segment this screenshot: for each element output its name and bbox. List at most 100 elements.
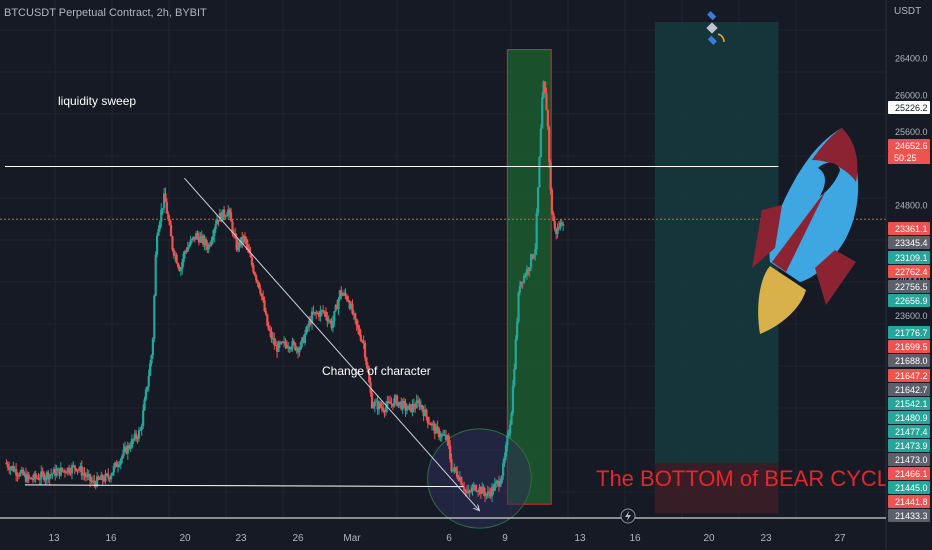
candle xyxy=(132,438,135,444)
candle-body xyxy=(245,238,248,245)
candle xyxy=(358,324,361,337)
candle xyxy=(488,487,491,499)
candle xyxy=(349,301,353,310)
candle xyxy=(440,432,443,442)
candle-body xyxy=(347,299,350,302)
candle xyxy=(474,484,477,492)
candle-body xyxy=(313,312,316,314)
lightning-icon[interactable] xyxy=(620,508,636,524)
candle-body xyxy=(40,471,43,479)
candle-body xyxy=(467,490,470,493)
bottom-of-bear-cycle-label: The BOTTOM of BEAR CYCLE xyxy=(596,466,904,491)
candle xyxy=(68,464,71,476)
candle xyxy=(183,249,187,259)
candle xyxy=(209,241,212,248)
candle xyxy=(130,434,134,450)
candle-body xyxy=(216,219,219,225)
candle-body xyxy=(277,342,280,352)
candle-body xyxy=(196,233,199,237)
candle xyxy=(9,465,12,476)
candle-body xyxy=(390,403,393,405)
candle-body xyxy=(236,241,240,250)
candle xyxy=(197,231,201,246)
y-tick-label: 23600.0 xyxy=(895,311,928,321)
candle xyxy=(274,338,277,346)
x-tick-label: 23 xyxy=(235,533,247,544)
candle xyxy=(111,472,114,476)
candle-body xyxy=(87,474,90,476)
candle xyxy=(35,474,39,480)
diagonal-trendline xyxy=(184,177,479,511)
candle-body xyxy=(310,311,314,324)
price-label: 21477.4 xyxy=(888,425,930,438)
candle-body xyxy=(416,400,420,402)
candle xyxy=(436,420,439,434)
candle-body xyxy=(142,410,145,427)
candle xyxy=(486,485,489,499)
candle-body xyxy=(439,436,442,438)
candle-body xyxy=(42,473,46,481)
candle xyxy=(224,214,227,220)
candle-body xyxy=(143,399,146,411)
candle xyxy=(227,205,230,220)
candle xyxy=(270,327,273,343)
candle-body xyxy=(402,400,406,403)
candle-body xyxy=(22,469,25,475)
liquidity-sweep-label: liquidity sweep xyxy=(58,94,136,108)
candle-body xyxy=(331,321,335,328)
candle-body xyxy=(507,433,510,436)
candle xyxy=(45,470,48,485)
line-layer xyxy=(0,166,886,511)
candle-body xyxy=(181,262,184,270)
candle-body xyxy=(426,416,429,424)
candle-body xyxy=(454,467,457,472)
candle xyxy=(116,461,120,473)
time-axis[interactable]: 13 16 20 23 26 Mar 6 9 13 16 20 23 27 xyxy=(0,517,886,544)
candle xyxy=(531,253,534,260)
candle xyxy=(222,205,226,221)
candle-body xyxy=(260,293,263,297)
candle xyxy=(447,433,450,449)
candle xyxy=(336,299,339,310)
countdown-bg xyxy=(888,152,930,164)
candle xyxy=(305,325,308,336)
candle xyxy=(287,342,290,353)
candle xyxy=(178,264,181,272)
candle-body xyxy=(209,244,212,246)
candle xyxy=(499,478,502,488)
candle xyxy=(517,291,520,324)
candle xyxy=(507,429,510,438)
candle xyxy=(82,467,85,480)
candle-body xyxy=(139,429,142,431)
candle-body xyxy=(93,480,96,484)
candle xyxy=(454,466,457,474)
candle-body xyxy=(15,469,18,476)
candle xyxy=(450,453,453,473)
candle xyxy=(382,402,385,414)
candle xyxy=(387,396,390,404)
price-label-text: 22762.4 xyxy=(895,267,928,277)
candle xyxy=(16,472,19,482)
candle-body xyxy=(220,212,223,221)
candle xyxy=(30,476,33,480)
candle xyxy=(356,320,360,335)
candle xyxy=(520,281,523,288)
candle xyxy=(75,468,78,473)
candle xyxy=(439,431,442,442)
candle-body xyxy=(527,269,530,272)
candle xyxy=(415,394,418,409)
candle xyxy=(182,251,185,267)
candle-body xyxy=(109,475,113,480)
candle-body xyxy=(553,220,556,229)
candle xyxy=(137,427,141,442)
candle-body xyxy=(190,238,194,241)
candle xyxy=(329,318,332,324)
candle xyxy=(73,464,76,475)
candle-body xyxy=(75,468,78,471)
candle-body xyxy=(559,222,562,229)
candle xyxy=(402,397,406,409)
candle-body xyxy=(24,473,28,482)
price-label-bg xyxy=(888,139,930,152)
candle xyxy=(331,315,335,333)
